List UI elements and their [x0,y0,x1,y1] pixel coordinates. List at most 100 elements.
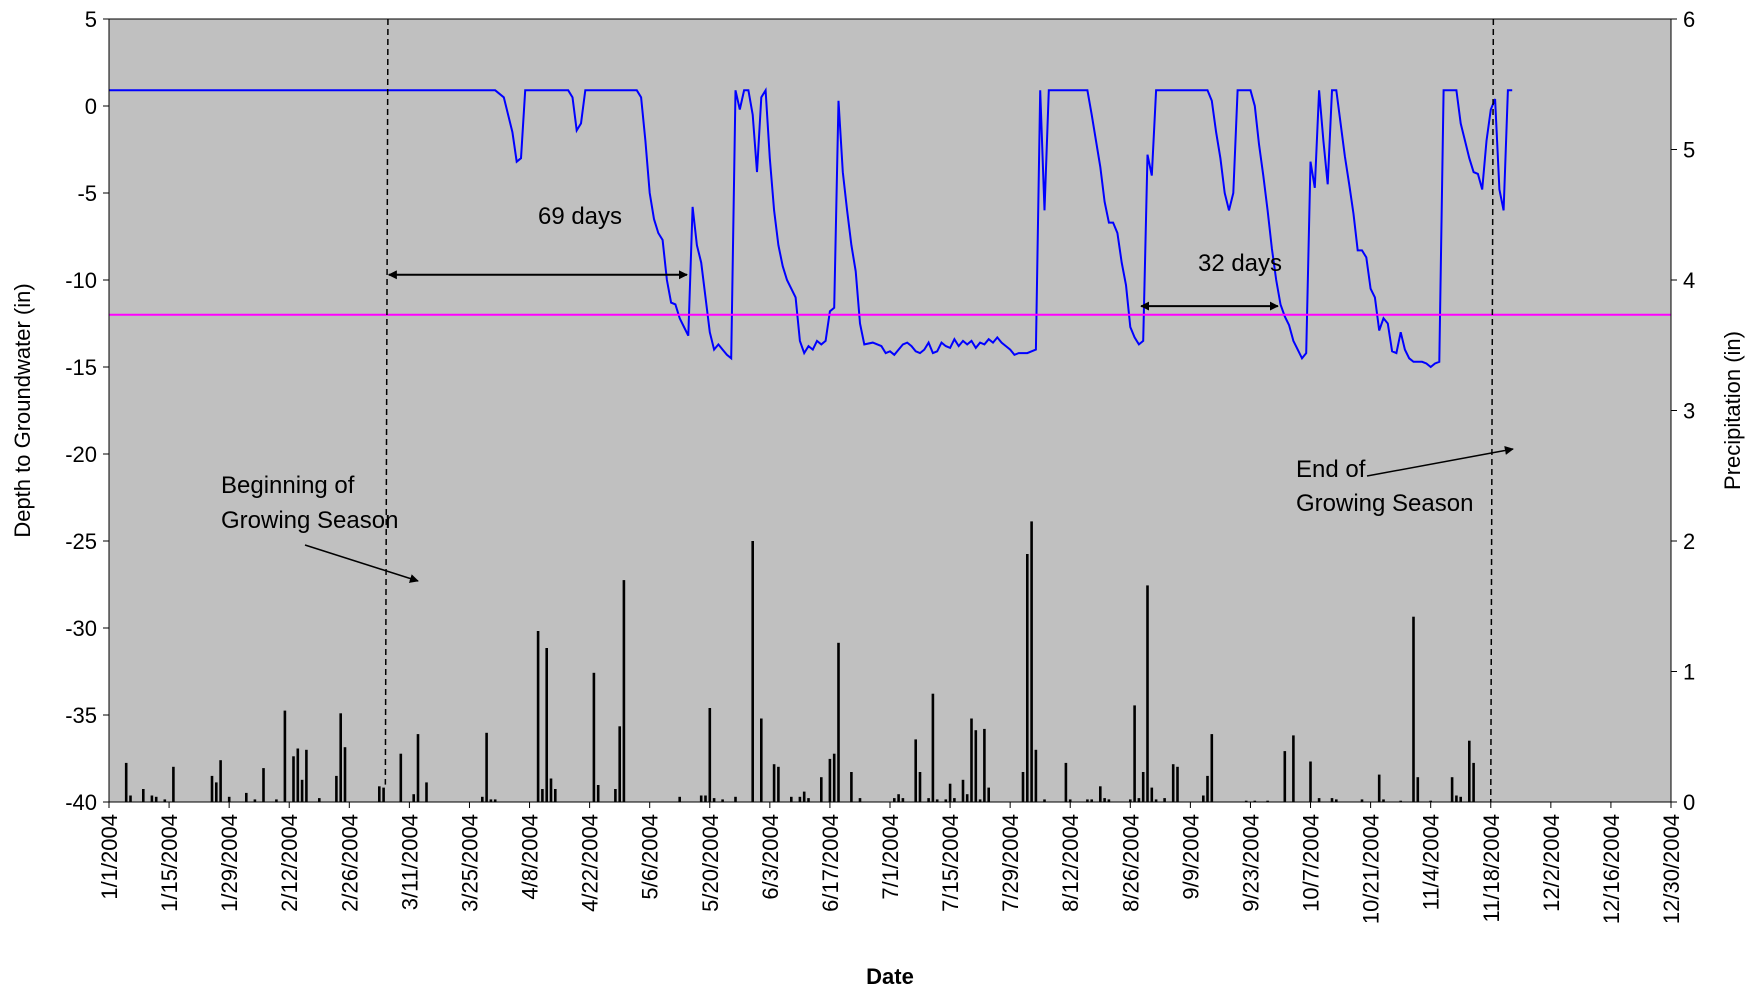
precipitation-bar [708,708,712,802]
left-tick-label: 0 [85,94,97,119]
left-tick-label: -20 [65,442,97,467]
growing-season-start-line [384,18,389,785]
precipitation-bar [704,795,707,802]
precipitation-bar [1026,554,1029,802]
precipitation-bar [897,794,900,802]
precipitation-bar [1399,800,1402,802]
precipitation-bar [699,795,703,802]
precipitation-bar [1154,799,1158,802]
precipitation-bar [154,796,158,802]
precipitation-bar [614,789,617,802]
precipitation-bar [820,777,823,802]
precipitation-bar [618,726,621,802]
precipitation-bar [828,758,832,802]
precipitation-bar [481,796,484,802]
precipitation-bar [1253,800,1257,802]
precipitation-bar [1382,799,1385,802]
x-tick-label: 10/7/2004 [1299,814,1324,912]
precipitation-bar [850,772,853,802]
precipitation-bar [1317,798,1321,802]
precipitation-bar [339,713,342,802]
precipitation-bar [1176,766,1179,802]
right-tick-label: 5 [1683,138,1695,163]
precipitation-bar [412,794,415,802]
duration-label-32: 32 days [1198,250,1282,277]
precipitation-bar [1210,734,1214,802]
left-tick-label: -25 [65,529,97,554]
precipitation-bar [1360,799,1364,802]
growing-season-start-label: Growing Season [221,507,398,534]
precipitation-bar [751,541,754,802]
precipitation-bar [142,789,145,802]
precipitation-bar [1206,775,1209,802]
x-tick-label: 1/29/2004 [217,814,242,912]
precipitation-bar [275,799,278,802]
precipitation-bar [1377,774,1381,802]
precipitation-bar [172,766,175,802]
precipitation-bar [399,753,403,802]
precipitation-bar [798,796,802,802]
axes: 5 0 -5 -10 -15 -20 -25 -30 -35 -40 6 5 4 3 2 1 0 1/1/2004… [10,7,1745,989]
precipitation-bar [253,799,257,802]
precipitation-bar [807,798,810,802]
precipitation-bar [219,760,222,802]
precipitation-bar [1292,735,1295,802]
precipitation-bar [983,728,986,802]
precipitation-bar [953,798,956,802]
precipitation-bar [918,772,922,802]
precipitation-bar [592,672,596,802]
precipitation-bar [1171,764,1175,802]
precipitation-bar [343,747,347,802]
precipitation-bar [734,796,737,802]
x-tick-label: 9/23/2004 [1239,814,1264,912]
precipitation-bar [296,748,300,802]
x-tick-label: 11/4/2004 [1419,814,1444,910]
precipitation-bar [129,795,132,802]
precipitation-bar [163,799,167,802]
precipitation-bar [1412,616,1415,802]
right-tick-label: 2 [1683,529,1695,554]
precipitation-bar [1330,798,1334,802]
growing-season-end-arrow [1366,446,1514,477]
precipitation-bar [914,739,917,802]
x-tick-label: 7/1/2004 [878,814,903,900]
precipitation-bar [1103,798,1106,802]
precipitation-bar [987,787,990,802]
precipitation-bar [678,796,681,802]
precipitation-bar [1266,800,1269,802]
precipitation-bar [541,789,544,802]
precipitation-bar [318,798,321,802]
growing-season-end-label: End of [1296,456,1366,483]
precipitation-bar [1146,585,1149,802]
precipitation-bar [965,794,969,802]
precipitation-bar [1459,796,1462,802]
left-tick-label: -10 [65,268,97,293]
duration-label-69: 69 days [538,203,622,230]
precipitation-bar [1099,786,1102,802]
right-tick-label: 4 [1683,268,1695,293]
precipitation-bar [545,648,548,802]
precipitation-bar [760,718,763,802]
precipitation-bar [948,783,952,802]
precipitation-bar [1450,777,1454,802]
left-tick-label: 5 [85,7,97,32]
precipitation-bar [124,762,128,802]
precipitation-bar [1202,795,1205,802]
x-tick-label: 5/6/2004 [638,814,663,900]
precipitation-bar [416,734,420,802]
precipitation-bar [1309,761,1312,802]
groundwater-line [109,87,1513,369]
left-tick-label: -30 [65,616,97,641]
precipitation-bar [721,799,724,802]
precipitation-bar [1335,799,1338,802]
precipitation-bar [1141,772,1145,802]
precipitation-bar [1472,762,1475,802]
precipitation-bar [245,792,248,802]
left-tick-label: -5 [77,181,97,206]
left-axis-title: Depth to Groundwater (in) [10,283,35,537]
precipitation-bar [215,782,218,802]
x-tick-label: 12/30/2004 [1659,814,1684,924]
left-tick-label: -15 [65,355,97,380]
right-tick-label: 6 [1683,7,1695,32]
